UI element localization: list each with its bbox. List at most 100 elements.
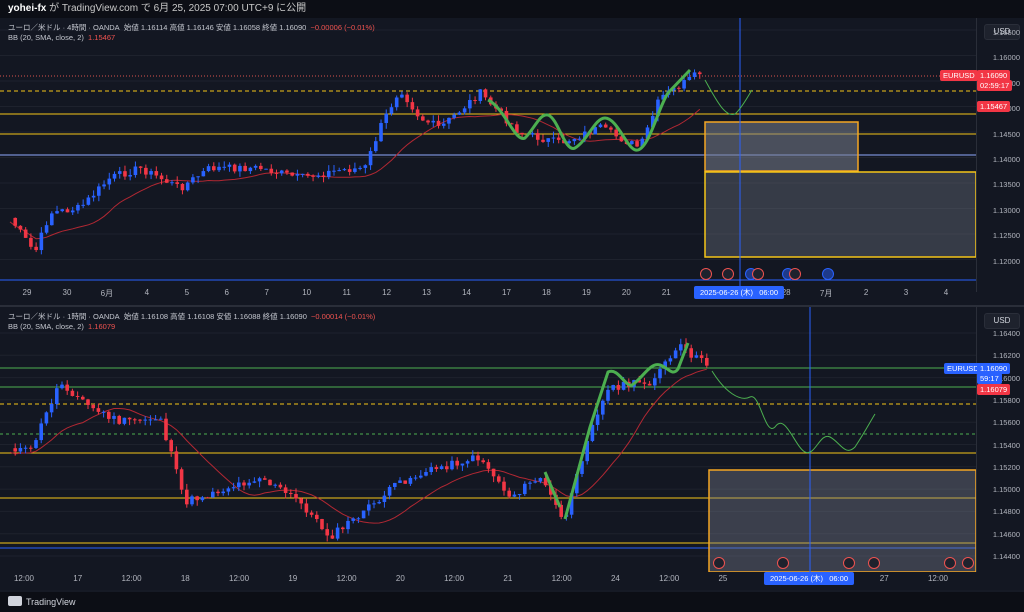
pane-divider[interactable]: [0, 305, 1024, 307]
h4-candle-body: [353, 168, 357, 172]
h1-candle-body: [55, 388, 59, 405]
price-axis-1h[interactable]: USD 1.16400 1.16200 1.16000 1.15800 1.15600 1…: [976, 307, 1024, 572]
h1-candle-body: [429, 467, 433, 473]
h1-candle-body: [549, 485, 553, 495]
h4-candle-body: [572, 138, 577, 142]
h4-candle-body: [34, 246, 38, 251]
h4-candle-body: [342, 169, 347, 171]
time-label: 7: [264, 288, 269, 297]
h1-candle-body: [460, 463, 465, 466]
h1-candle-body: [49, 404, 54, 413]
h4-candle-body: [457, 112, 462, 115]
time-label: 30: [62, 288, 72, 297]
author-name[interactable]: yohei-fx: [8, 3, 47, 14]
h1-candle-body: [689, 348, 693, 358]
us-flag-icon[interactable]: [868, 557, 880, 569]
event-icon[interactable]: [713, 557, 725, 569]
bb-value-tag: 1.15467: [977, 101, 1011, 112]
price-axis-4h[interactable]: USD 1.165001.160001.155001.150001.145001…: [976, 18, 1024, 292]
h4-candle-body: [515, 124, 519, 133]
legend-title[interactable]: ユーロ／米ドル · 1時間 · OANDA: [8, 312, 120, 321]
h4-candle-body: [50, 213, 54, 226]
h4-candle-body: [311, 175, 315, 177]
chart-canvas-1h[interactable]: [0, 307, 976, 572]
h1-candle-body: [387, 486, 392, 496]
h1-candle-body: [523, 483, 527, 495]
currency-button[interactable]: USD: [984, 24, 1020, 40]
h1-candle-body: [601, 400, 605, 415]
h4-candle-body: [144, 167, 148, 175]
h1-candle-body: [585, 440, 589, 462]
crosshair-time: 06:00: [829, 574, 848, 583]
h4-candle-body: [279, 170, 284, 174]
h1-candle-body: [289, 493, 293, 495]
h1-candle-body: [127, 417, 132, 420]
h4-candle-body: [462, 108, 467, 113]
h1-candle-body: [226, 488, 231, 492]
h1-candle-body: [304, 503, 309, 513]
h4-candle-body: [337, 170, 342, 172]
h1-candle-body: [377, 502, 381, 504]
h4-price-label: 1.13500: [992, 180, 1020, 190]
h4-candle-body: [138, 166, 143, 168]
h1-candle-body: [174, 451, 179, 470]
h4-candle-body: [421, 116, 425, 121]
h4-candle-body: [410, 102, 415, 110]
legend-bb-value: 1.15467: [88, 33, 116, 42]
h1-candle-body: [465, 461, 470, 464]
time-axis-1h[interactable]: 12:00 17 12:00 18 12:00 19 12:00 20 12:00 21 12:00…: [0, 572, 976, 586]
chart-pane-1h[interactable]: ユーロ／米ドル · 1時間 · OANDA 始値 1.16108 高値 1.16…: [0, 307, 1024, 590]
chart-pane-4h[interactable]: ユーロ／米ドル · 4時間 · OANDA 始値 1.16114 高値 1.16…: [0, 18, 1024, 306]
h4-price-label: 1.16000: [992, 53, 1020, 63]
currency-button[interactable]: USD: [984, 313, 1020, 329]
h1-candle-body: [621, 381, 626, 390]
h4-candle-body: [609, 127, 613, 130]
time-label: 13: [422, 288, 432, 297]
h4-price-label: 1.14500: [992, 129, 1020, 139]
event-icon[interactable]: [700, 268, 712, 280]
tradingview-logo-icon[interactable]: [8, 596, 22, 606]
us-flag-icon[interactable]: [843, 557, 855, 569]
h1-candle-body: [335, 527, 340, 539]
h4-candle-body: [18, 225, 23, 230]
eu-flag-icon[interactable]: [822, 268, 834, 280]
us-flag-icon[interactable]: [752, 268, 764, 280]
legend-bb[interactable]: BB (20, SMA, close, 2): [8, 33, 84, 42]
bb-value-tag: 1.16079: [977, 384, 1011, 395]
h4-candle-body: [363, 165, 368, 168]
h4-candle-body: [232, 164, 237, 172]
h4-candle-body: [86, 197, 91, 205]
h4-candle-body: [60, 209, 65, 212]
time-axis-4h[interactable]: 29306月45671011121314171819202124287月234: [0, 286, 976, 300]
h4-candle-body: [326, 170, 331, 177]
h1-candle-body: [497, 476, 501, 482]
us-flag-icon[interactable]: [944, 557, 956, 569]
time-label: 12:00: [551, 574, 572, 583]
chart-canvas-4h[interactable]: [0, 18, 976, 292]
h4-candle-body: [384, 113, 389, 124]
publish-info: が TradingView.com で 6月 25, 2025 07:00 UT…: [46, 3, 307, 14]
time-label: 12:00: [927, 574, 949, 583]
legend-main-4h: ユーロ／米ドル · 4時間 · OANDA 始値 1.16114 高値 1.16…: [8, 22, 375, 33]
us-flag-icon[interactable]: [789, 268, 801, 280]
time-label: 12:00: [659, 574, 680, 583]
h1-candle-body: [65, 384, 69, 391]
h1-candle-body: [663, 361, 667, 370]
h4-candle-body: [274, 172, 279, 174]
legend-title[interactable]: ユーロ／米ドル · 4時間 · OANDA: [8, 23, 120, 32]
h1-candle-body: [538, 478, 543, 482]
us-flag-icon[interactable]: [777, 557, 789, 569]
legend-bb[interactable]: BB (20, SMA, close, 2): [8, 322, 84, 331]
h1-candle-body: [507, 490, 511, 497]
h1-candle-body: [86, 399, 90, 405]
h4-candle-body: [107, 178, 112, 185]
brand-name[interactable]: TradingView: [26, 597, 76, 607]
h4-candle-body: [656, 99, 660, 117]
h4-candle-body: [583, 131, 587, 139]
h1-candle-body: [575, 473, 579, 494]
h1-candle-body: [398, 480, 402, 483]
us-flag-icon[interactable]: [722, 268, 734, 280]
time-label: 7月: [819, 289, 833, 298]
us-flag-icon[interactable]: [962, 557, 974, 569]
h1-candle-body: [159, 418, 163, 420]
